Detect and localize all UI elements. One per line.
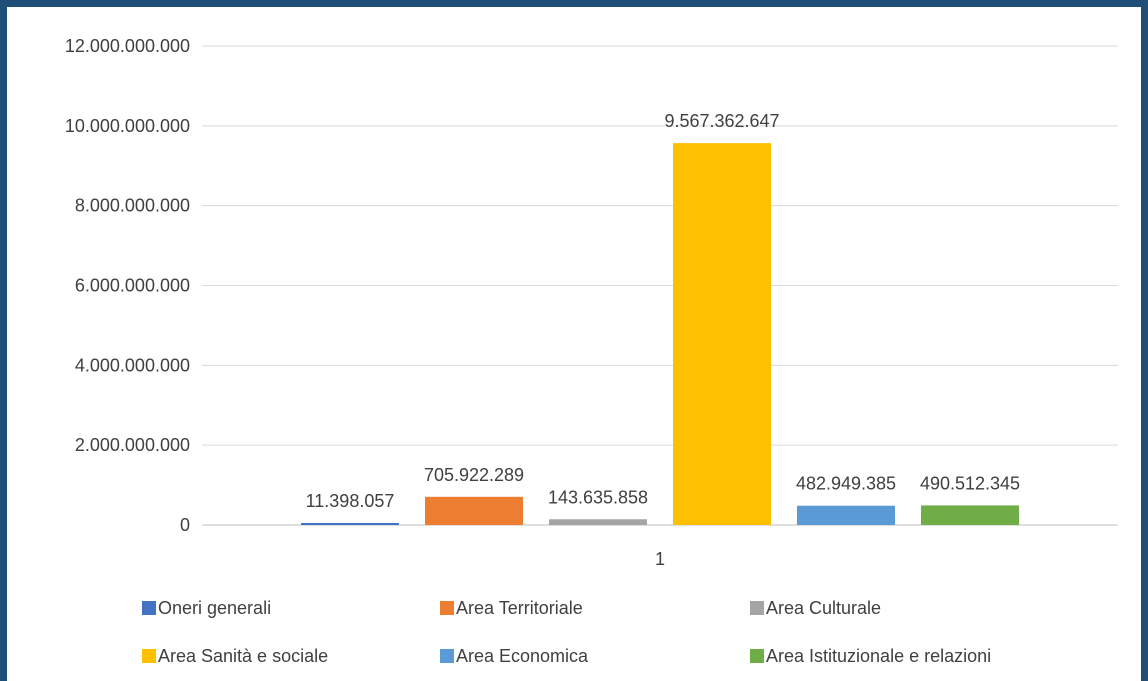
bars — [301, 143, 1019, 525]
legend-swatch — [440, 649, 454, 663]
legend-label: Area Economica — [456, 646, 589, 666]
legend: Oneri generali Area Territoriale Area Cult… — [142, 598, 991, 666]
y-tick-label: 10.000.000.000 — [65, 116, 190, 136]
legend-label: Area Culturale — [766, 598, 881, 618]
bar — [797, 505, 895, 525]
data-label: 482.949.385 — [796, 474, 896, 494]
bar — [921, 505, 1019, 525]
legend-label: Area Territoriale — [456, 598, 583, 618]
y-tick-label: 6.000.000.000 — [75, 276, 190, 296]
legend-swatch — [440, 601, 454, 615]
legend-swatch — [142, 649, 156, 663]
legend-swatch — [142, 601, 156, 615]
data-label: 143.635.858 — [548, 487, 648, 507]
data-label: 9.567.362.647 — [664, 111, 779, 131]
data-label: 11.398.057 — [306, 491, 395, 511]
data-labels: 11.398.057 705.922.289 143.635.858 9.567.36… — [306, 111, 1020, 511]
bar — [549, 519, 647, 525]
y-tick-label: 12.000.000.000 — [65, 36, 190, 56]
y-axis-ticks: 0 2.000.000.000 4.000.000.000 6.000.000.000… — [65, 36, 190, 535]
legend-swatch — [750, 649, 764, 663]
y-tick-label: 2.000.000.000 — [75, 435, 190, 455]
bar — [673, 143, 771, 525]
y-tick-label: 8.000.000.000 — [75, 196, 190, 216]
y-tick-label: 0 — [180, 515, 190, 535]
data-label: 490.512.345 — [920, 473, 1020, 493]
x-tick-label: 1 — [655, 549, 665, 569]
gridlines — [202, 45, 1118, 526]
legend-swatch — [750, 601, 764, 615]
bar — [301, 523, 399, 525]
legend-label: Area Istituzionale e relazioni — [766, 646, 991, 666]
legend-label: Area Sanità e sociale — [158, 646, 328, 666]
data-label: 705.922.289 — [424, 465, 524, 485]
legend-label: Oneri generali — [158, 598, 271, 618]
y-tick-label: 4.000.000.000 — [75, 355, 190, 375]
x-axis-ticks: 1 — [655, 549, 665, 569]
bar — [425, 496, 523, 525]
